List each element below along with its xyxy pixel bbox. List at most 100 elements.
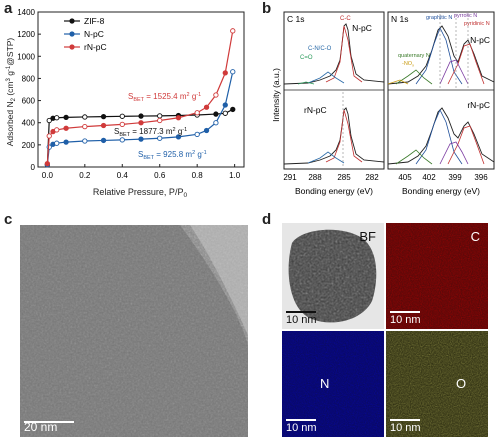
data-point-zif8 [82,114,88,120]
data-point-npc [213,120,219,126]
map-scale-bar-n [286,419,316,421]
xps-y-axis-label: Intensity (a.u.) [271,68,281,122]
x-tick-label: 0.8 [192,171,204,180]
peak-label-pyridinic: pyridinic N [464,21,490,27]
map-bright-field: BF 10 nm [282,223,384,329]
map-scale-bar-o [390,419,420,421]
c1s-x-label: Bonding energy (eV) [295,186,373,196]
data-point-npc [119,137,125,143]
legend-marker-rnpc [69,44,75,50]
n1s-x-ticks: 405 402 399 396 [398,173,488,182]
series-group [44,28,236,168]
y-axis-label: Adsorbed N2 (cm3 g-1@STP) [5,38,17,147]
data-point-npc [63,139,69,145]
data-point-zif8 [222,110,228,116]
data-point-zif8 [119,113,125,119]
panel-label-a: a [4,0,13,17]
svg-text:396: 396 [474,173,488,182]
peak-label-co: C=O [300,55,313,61]
y-tick-label: 600 [22,97,36,106]
n1s-frame [387,11,495,170]
x-tick-label: 0.4 [117,171,129,180]
y-tick-label: 1200 [17,30,35,39]
x-tick-label: 1.0 [229,171,241,180]
annotation-npc: SBET = 925.8 m2 g-1 [138,150,207,161]
peak-label-quaternary: quaternary N [398,53,430,59]
data-point-rnpc [100,122,107,129]
data-point-npc [222,102,228,108]
map-label-c: C [470,229,480,244]
data-point-zif8 [46,117,52,124]
c1s-x-ticks: 291 288 285 282 [283,173,379,182]
data-point-npc [54,140,60,146]
x-tick-label: 0.0 [42,171,54,180]
data-point-rnpc [175,115,182,121]
map-scale-bar-c [390,311,420,313]
x-axis-label: Relative Pressure, P/P0 [93,187,188,199]
x-axis-ticks: 0.0 0.2 0.4 0.6 0.8 1.0 [42,164,241,180]
legend-label-zif8: ZIF-8 [84,16,105,26]
map-scale-label-bf: 10 nm [286,314,317,326]
data-point-rnpc [119,121,125,128]
peak-label-graphitic: graphitic N [426,15,452,21]
data-point-zif8 [100,113,107,120]
c1s-top-spectrum [283,23,385,85]
panel-label-c: c [4,211,13,228]
map-label-n: N [320,376,330,391]
n1s-title: N 1s [391,14,408,24]
map-label-bf: BF [359,229,376,244]
map-carbon: C 10 nm [386,223,488,329]
peak-label-cn-co: C-N/C-O [308,46,332,52]
data-point-npc [100,137,107,144]
peak-label-pyrrolic: pyrrolic N [454,13,477,19]
data-point-rnpc [230,28,236,34]
peak-label-nox: -NOx [402,61,414,68]
y-tick-label: 200 [22,141,36,150]
map-label-o: O [456,376,467,391]
x-tick-label: 0.2 [79,171,91,180]
y-tick-label: 400 [22,119,36,128]
svg-text:285: 285 [337,173,351,182]
annotation-rnpc: SBET = 1525.4 m2 g-1 [128,92,201,103]
svg-text:402: 402 [422,173,436,182]
data-point-zif8 [54,115,60,121]
panel-label-d: d [262,211,272,228]
map-oxygen: O 10 nm [386,331,488,437]
y-tick-label: 0 [31,163,36,172]
tem-scale-bar [24,421,74,423]
c1s-bottom-sample: rN-pC [304,105,327,115]
xps-spectra: Intensity (a.u.) C 1s N 1s N-pC rN-pC N-… [271,11,495,196]
map-nitrogen: N 10 nm [282,331,384,437]
data-point-zif8 [157,113,163,119]
data-point-rnpc [157,117,163,124]
legend-label-npc: N-pC [84,29,104,39]
data-point-rnpc [44,161,51,167]
data-point-npc [175,134,182,140]
data-point-npc [194,131,200,137]
data-point-rnpc [194,110,200,116]
legend-label-rnpc: rN-pC [84,42,107,52]
data-point-rnpc [222,70,228,76]
tem-scale-label: 20 nm [24,420,58,434]
n1s-bottom-sample: rN-pC [467,100,490,110]
legend-marker-zif8 [69,18,75,24]
data-point-zif8 [138,113,144,119]
y-axis-ticks: 0 200 400 600 800 1000 1200 1400 [17,8,41,172]
n1s-bottom-spectrum [387,107,495,165]
data-point-rnpc [82,123,88,130]
peak-label-cc: C-C [340,16,351,22]
plot-frame [37,11,245,168]
n1s-top-spectrum [387,14,495,88]
data-point-rnpc [46,133,52,139]
data-point-rnpc [138,120,144,126]
data-point-rnpc [54,127,60,133]
c1s-title: C 1s [287,14,304,24]
map-scale-label-n: 10 nm [286,422,317,434]
data-point-npc [82,138,88,144]
svg-text:288: 288 [308,173,322,182]
svg-text:399: 399 [448,173,462,182]
data-point-npc [138,136,144,142]
y-tick-label: 1000 [17,52,35,61]
legend-marker-npc [69,31,75,37]
